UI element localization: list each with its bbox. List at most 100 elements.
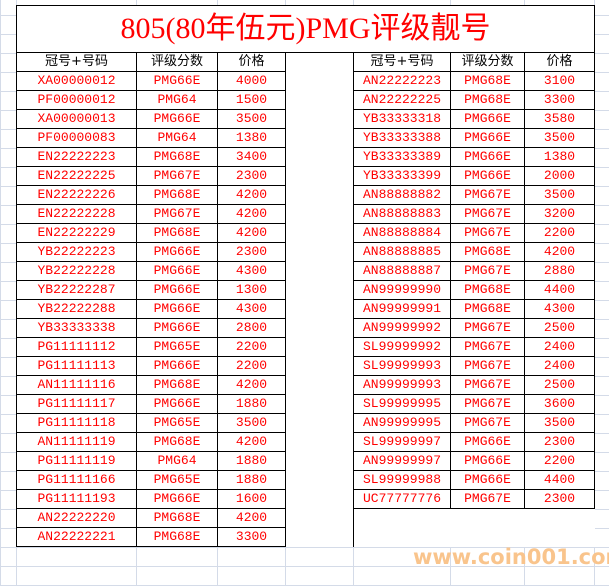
right-price-cell[interactable]: 2300 [524,489,595,509]
left-grade-cell[interactable]: PMG68E [136,527,218,547]
left-price-cell[interactable]: 4300 [217,261,286,281]
right-serial-cell[interactable]: AN88888883 [353,204,451,224]
left-price-cell[interactable]: 1880 [217,470,286,490]
right-price-cell[interactable]: 3300 [524,90,595,110]
separator-cell[interactable] [285,147,354,167]
right-serial-cell[interactable]: AN99999990 [353,280,451,300]
right-grade-cell[interactable]: PMG68E [450,280,525,300]
left-price-cell[interactable]: 3500 [217,109,286,129]
left-price-cell[interactable]: 1300 [217,280,286,300]
right-grade-cell[interactable]: PMG66E [450,147,525,167]
left-serial-cell[interactable]: PG11111117 [16,394,137,414]
left-grade-cell[interactable]: PMG68E [136,185,218,205]
right-price-cell[interactable]: 2200 [524,223,595,243]
separator-cell[interactable] [285,128,354,148]
separator-cell[interactable] [285,166,354,186]
header-serial[interactable]: 冠号+号码 [353,52,451,72]
right-grade-cell[interactable]: PMG68E [450,71,525,91]
right-grade-cell[interactable]: PMG67E [450,337,525,357]
right-grade-cell[interactable]: PMG67E [450,356,525,376]
left-grade-cell[interactable]: PMG65E [136,337,218,357]
right-grade-cell[interactable]: PMG66E [450,128,525,148]
right-grade-cell[interactable]: PMG66E [450,166,525,186]
right-grade-cell[interactable]: PMG67E [450,204,525,224]
right-serial-cell[interactable]: AN99999992 [353,318,451,338]
right-grade-cell[interactable]: PMG68E [450,242,525,262]
left-price-cell[interactable]: 2200 [217,356,286,376]
separator-cell[interactable] [285,508,354,528]
right-price-cell[interactable]: 3580 [524,109,595,129]
empty-cell[interactable] [353,527,595,547]
left-serial-cell[interactable]: AN11111119 [16,432,137,452]
left-grade-cell[interactable]: PMG67E [136,204,218,224]
right-serial-cell[interactable]: AN99999991 [353,299,451,319]
left-serial-cell[interactable]: EN22222229 [16,223,137,243]
left-serial-cell[interactable]: YB33333338 [16,318,137,338]
left-grade-cell[interactable]: PMG66E [136,242,218,262]
separator-cell[interactable] [285,394,354,414]
left-serial-cell[interactable]: PG11111118 [16,413,137,433]
right-price-cell[interactable]: 4300 [524,299,595,319]
right-serial-cell[interactable]: UC77777776 [353,489,451,509]
left-price-cell[interactable]: 4200 [217,432,286,452]
right-serial-cell[interactable]: AN99999995 [353,413,451,433]
right-price-cell[interactable]: 2000 [524,166,595,186]
left-price-cell[interactable]: 4200 [217,223,286,243]
right-grade-cell[interactable]: PMG67E [450,223,525,243]
left-price-cell[interactable]: 4200 [217,204,286,224]
left-price-cell[interactable]: 4000 [217,71,286,91]
left-grade-cell[interactable]: PMG66E [136,109,218,129]
right-serial-cell[interactable]: SL99999995 [353,394,451,414]
right-grade-cell[interactable]: PMG68E [450,90,525,110]
left-serial-cell[interactable]: EN22222223 [16,147,137,167]
separator-cell[interactable] [285,432,354,452]
separator-cell[interactable] [285,52,354,72]
left-grade-cell[interactable]: PMG66E [136,280,218,300]
right-grade-cell[interactable]: PMG67E [450,489,525,509]
left-serial-cell[interactable]: PG11111166 [16,470,137,490]
left-serial-cell[interactable]: AN22222220 [16,508,137,528]
left-grade-cell[interactable]: PMG68E [136,223,218,243]
left-price-cell[interactable]: 2200 [217,337,286,357]
left-price-cell[interactable]: 4300 [217,299,286,319]
right-serial-cell[interactable]: SL99999992 [353,337,451,357]
header-price[interactable]: 价格 [524,52,595,72]
right-price-cell[interactable]: 4400 [524,470,595,490]
separator-cell[interactable] [285,90,354,110]
header-grade[interactable]: 评级分数 [136,52,218,72]
left-price-cell[interactable]: 4200 [217,185,286,205]
left-price-cell[interactable]: 1880 [217,394,286,414]
left-grade-cell[interactable]: PMG66E [136,394,218,414]
left-price-cell[interactable]: 4200 [217,375,286,395]
separator-cell[interactable] [285,451,354,471]
right-price-cell[interactable]: 2500 [524,318,595,338]
right-price-cell[interactable]: 4400 [524,280,595,300]
left-grade-cell[interactable]: PMG65E [136,470,218,490]
left-serial-cell[interactable]: PF00000083 [16,128,137,148]
left-serial-cell[interactable]: AN11111116 [16,375,137,395]
right-grade-cell[interactable]: PMG67E [450,375,525,395]
right-serial-cell[interactable]: AN99999997 [353,451,451,471]
separator-cell[interactable] [285,185,354,205]
left-grade-cell[interactable]: PMG64 [136,128,218,148]
right-price-cell[interactable]: 3500 [524,413,595,433]
right-price-cell[interactable]: 2880 [524,261,595,281]
right-price-cell[interactable]: 4200 [524,242,595,262]
right-serial-cell[interactable]: AN88888885 [353,242,451,262]
left-serial-cell[interactable]: XA00000012 [16,71,137,91]
left-serial-cell[interactable]: PF00000012 [16,90,137,110]
left-serial-cell[interactable]: YB22222287 [16,280,137,300]
separator-cell[interactable] [285,375,354,395]
right-grade-cell[interactable]: PMG67E [450,413,525,433]
right-price-cell[interactable]: 3500 [524,185,595,205]
right-price-cell[interactable]: 1380 [524,147,595,167]
left-price-cell[interactable]: 3300 [217,527,286,547]
right-serial-cell[interactable]: YB33333388 [353,128,451,148]
empty-cell[interactable] [353,508,595,528]
left-grade-cell[interactable]: PMG66E [136,356,218,376]
separator-cell[interactable] [285,280,354,300]
right-serial-cell[interactable]: SL99999988 [353,470,451,490]
right-price-cell[interactable]: 2400 [524,356,595,376]
right-serial-cell[interactable]: AN88888887 [353,261,451,281]
left-price-cell[interactable]: 2300 [217,166,286,186]
